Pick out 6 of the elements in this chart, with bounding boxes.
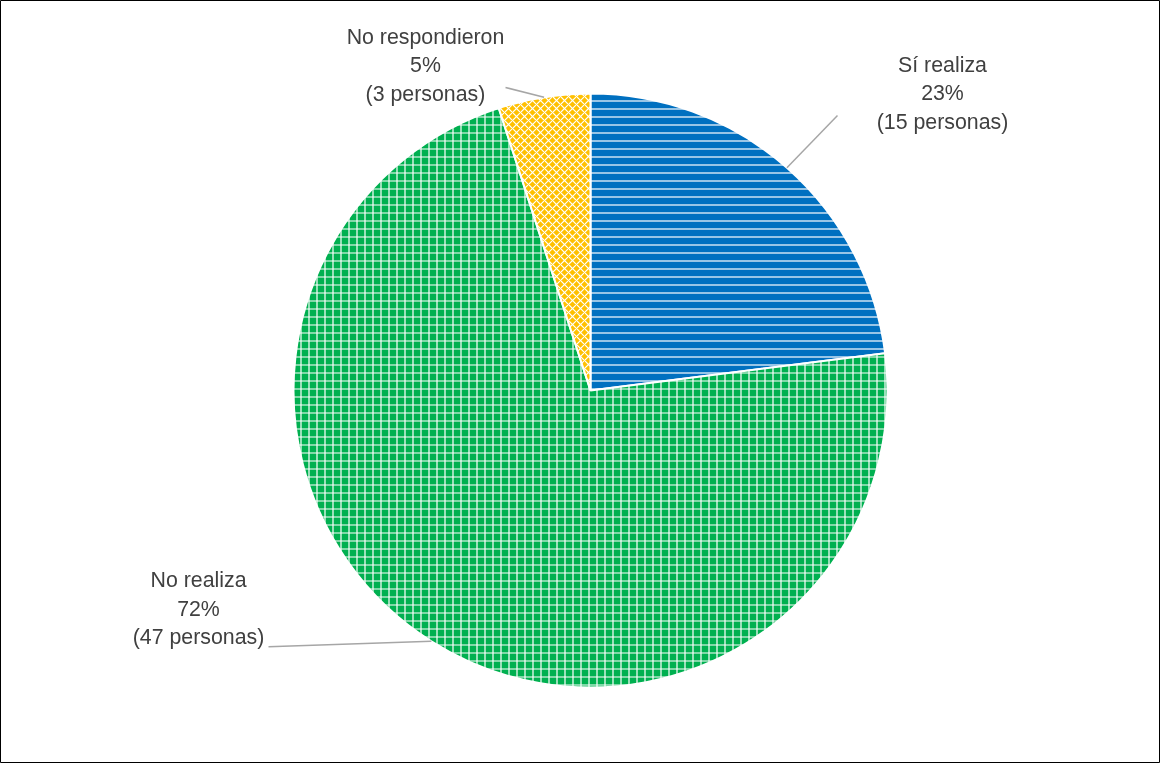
slice-label: No respondieron bbox=[346, 24, 505, 49]
slice-label: Sí realiza bbox=[898, 52, 988, 77]
slice-label: No realiza bbox=[150, 567, 247, 592]
data-label: 23% (15 personas) bbox=[876, 81, 1009, 135]
data-label: 72% (47 personas) bbox=[132, 596, 265, 650]
data-label: 5% (3 personas) bbox=[365, 53, 486, 107]
